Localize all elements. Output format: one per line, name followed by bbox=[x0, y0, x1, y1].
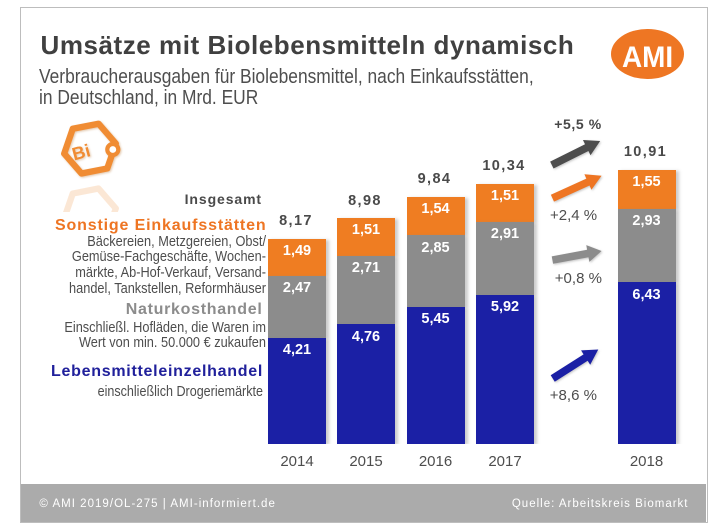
svg-text:Bi: Bi bbox=[70, 140, 93, 164]
